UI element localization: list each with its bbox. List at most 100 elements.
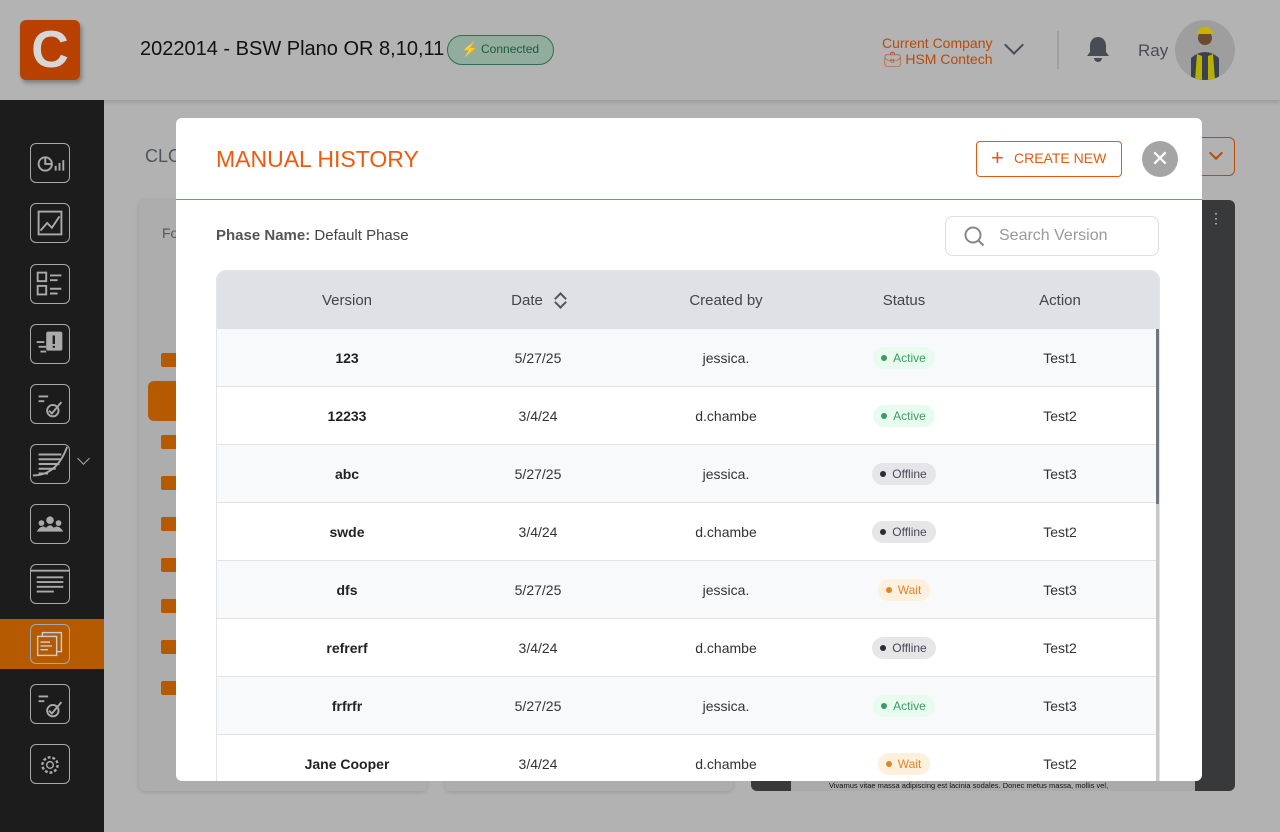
search-placeholder: Search Version	[999, 227, 1108, 244]
folder-icon[interactable]	[161, 353, 179, 367]
sidebar-item-settings[interactable]	[30, 744, 70, 784]
table-row[interactable]: swde 3/4/24 d.chambe Offline Test2	[217, 503, 1159, 561]
phase-value: Default Phase	[314, 227, 409, 244]
action-cell[interactable]: Test3	[1043, 465, 1077, 482]
company-label: Current Company	[882, 35, 993, 51]
version-cell: Jane Cooper	[304, 755, 390, 772]
action-cell[interactable]: Test2	[1043, 523, 1077, 540]
folder-icon[interactable]	[161, 517, 179, 531]
task-check-icon	[38, 695, 63, 718]
action-cell[interactable]: Test3	[1043, 581, 1077, 598]
version-cell: frfrfr	[331, 697, 363, 714]
panel-label: Fo	[162, 225, 179, 241]
created-by-cell: jessica.	[702, 465, 750, 482]
sidebar-item-manuals[interactable]	[30, 624, 70, 664]
bell-icon[interactable]	[1086, 36, 1110, 62]
action-cell[interactable]: Test1	[1043, 349, 1077, 366]
created-by-cell: d.chambe	[695, 407, 757, 424]
folder-icon[interactable]	[161, 558, 179, 572]
dropdown-button[interactable]	[1200, 137, 1235, 176]
table-row[interactable]: 123 5/27/25 jessica. Active Test1	[217, 329, 1159, 387]
folder-icon[interactable]	[161, 435, 179, 449]
plug-icon: ⚡	[461, 41, 479, 57]
user-name: Ray	[1138, 41, 1169, 60]
action-cell[interactable]: Test2	[1043, 407, 1077, 424]
date-cell: 3/4/24	[518, 755, 558, 772]
sidebar-item-list[interactable]	[30, 564, 70, 604]
manual-history-modal: MANUAL HISTORY + CREATE NEW ✕ Phase Name:…	[176, 118, 1202, 781]
chevron-down-icon[interactable]	[77, 452, 90, 465]
task-check-icon	[38, 395, 63, 418]
date-cell: 5/27/25	[514, 349, 562, 366]
connection-status-badge: ⚡ Connected	[447, 35, 554, 65]
search-version-input[interactable]: Search Version	[945, 216, 1159, 256]
sidebar-item-tasks[interactable]	[30, 384, 70, 424]
scrollbar[interactable]	[1156, 329, 1159, 781]
status-cell: Active	[853, 387, 955, 444]
table-row[interactable]: Jane Cooper 3/4/24 d.chambe Wait Test2	[217, 735, 1159, 781]
table-row[interactable]: frfrfr 5/27/25 jessica. Active Test3	[217, 677, 1159, 735]
modal-header: MANUAL HISTORY + CREATE NEW ✕	[176, 118, 1202, 200]
status-badge: Offline	[872, 636, 936, 659]
created-by-cell: d.chambe	[695, 639, 757, 656]
sidebar-item-documents[interactable]	[30, 444, 70, 484]
status-badge: Wait	[877, 578, 931, 601]
version-cell: abc	[334, 465, 360, 482]
scrollbar-thumb[interactable]	[1156, 329, 1159, 504]
app-logo[interactable]: C	[20, 20, 80, 80]
action-cell[interactable]: Test2	[1043, 639, 1077, 656]
team-icon	[36, 516, 64, 532]
dashboard-icon	[37, 156, 65, 172]
more-vert-icon[interactable]: ⋮	[1209, 210, 1223, 226]
close-icon: ✕	[1150, 146, 1170, 171]
table-row[interactable]: dfs 5/27/25 jessica. Wait Test3	[217, 561, 1159, 619]
create-new-button[interactable]: + CREATE NEW	[976, 141, 1122, 177]
status-cell: Wait	[853, 561, 955, 618]
list-icon	[31, 569, 69, 593]
table-body: 123 5/27/25 jessica. Active Test1 12233 3…	[217, 329, 1159, 781]
sidebar-item-checklist[interactable]	[30, 264, 70, 304]
column-date[interactable]: Date	[477, 271, 599, 329]
status-cell: Active	[853, 677, 955, 734]
folder-icon[interactable]	[161, 599, 179, 613]
sidebar-item-team[interactable]	[30, 504, 70, 544]
action-cell[interactable]: Test3	[1043, 697, 1077, 714]
status-badge: Active	[873, 346, 935, 369]
table-row[interactable]: abc 5/27/25 jessica. Offline Test3	[217, 445, 1159, 503]
date-cell: 5/27/25	[514, 581, 562, 598]
created-by-cell: jessica.	[702, 581, 750, 598]
date-cell: 3/4/24	[518, 639, 558, 656]
folder-icon[interactable]	[161, 681, 179, 695]
close-button[interactable]: ✕	[1142, 141, 1178, 177]
folder-icon[interactable]	[161, 640, 179, 654]
phase-label: Phase Name:	[216, 227, 311, 244]
document-icon	[32, 446, 68, 477]
sort-icon[interactable]	[555, 292, 565, 308]
avatar[interactable]	[1175, 20, 1235, 80]
table-row[interactable]: refrerf 3/4/24 d.chambe Offline Test2	[217, 619, 1159, 677]
column-created-by: Created by	[689, 291, 763, 309]
sidebar-item-tasks-2[interactable]	[30, 684, 70, 724]
company-selector[interactable]: Current Company 💼︎ HSM Contech	[882, 35, 993, 67]
created-by-cell: jessica.	[702, 349, 750, 366]
table-header: Version Date Created by Status Action	[217, 271, 1159, 329]
status-cell: Offline	[853, 619, 955, 676]
column-status: Status	[882, 291, 926, 309]
date-cell: 5/27/25	[514, 465, 562, 482]
plus-icon: +	[991, 145, 1004, 170]
preview-text: Vivamus vitae massa adipiscing est lacin…	[829, 781, 1109, 790]
version-cell: refrerf	[326, 639, 368, 656]
folder-icon[interactable]	[161, 476, 179, 490]
project-title: 2022014 - BSW Plano OR 8,10,11	[140, 38, 445, 60]
connection-status-label: Connected	[481, 42, 540, 56]
briefcase-icon: 💼︎	[883, 51, 906, 67]
chevron-down-icon[interactable]	[1004, 35, 1024, 55]
action-cell[interactable]: Test2	[1043, 755, 1077, 772]
sidebar-item-dashboard[interactable]	[30, 143, 70, 183]
sidebar-item-issues[interactable]	[30, 324, 70, 364]
divider	[1057, 31, 1059, 69]
table-row[interactable]: 12233 3/4/24 d.chambe Active Test2	[217, 387, 1159, 445]
status-cell: Offline	[853, 503, 955, 560]
sidebar-item-photo-edit[interactable]	[30, 203, 70, 243]
company-name: HSM Contech	[905, 51, 993, 67]
